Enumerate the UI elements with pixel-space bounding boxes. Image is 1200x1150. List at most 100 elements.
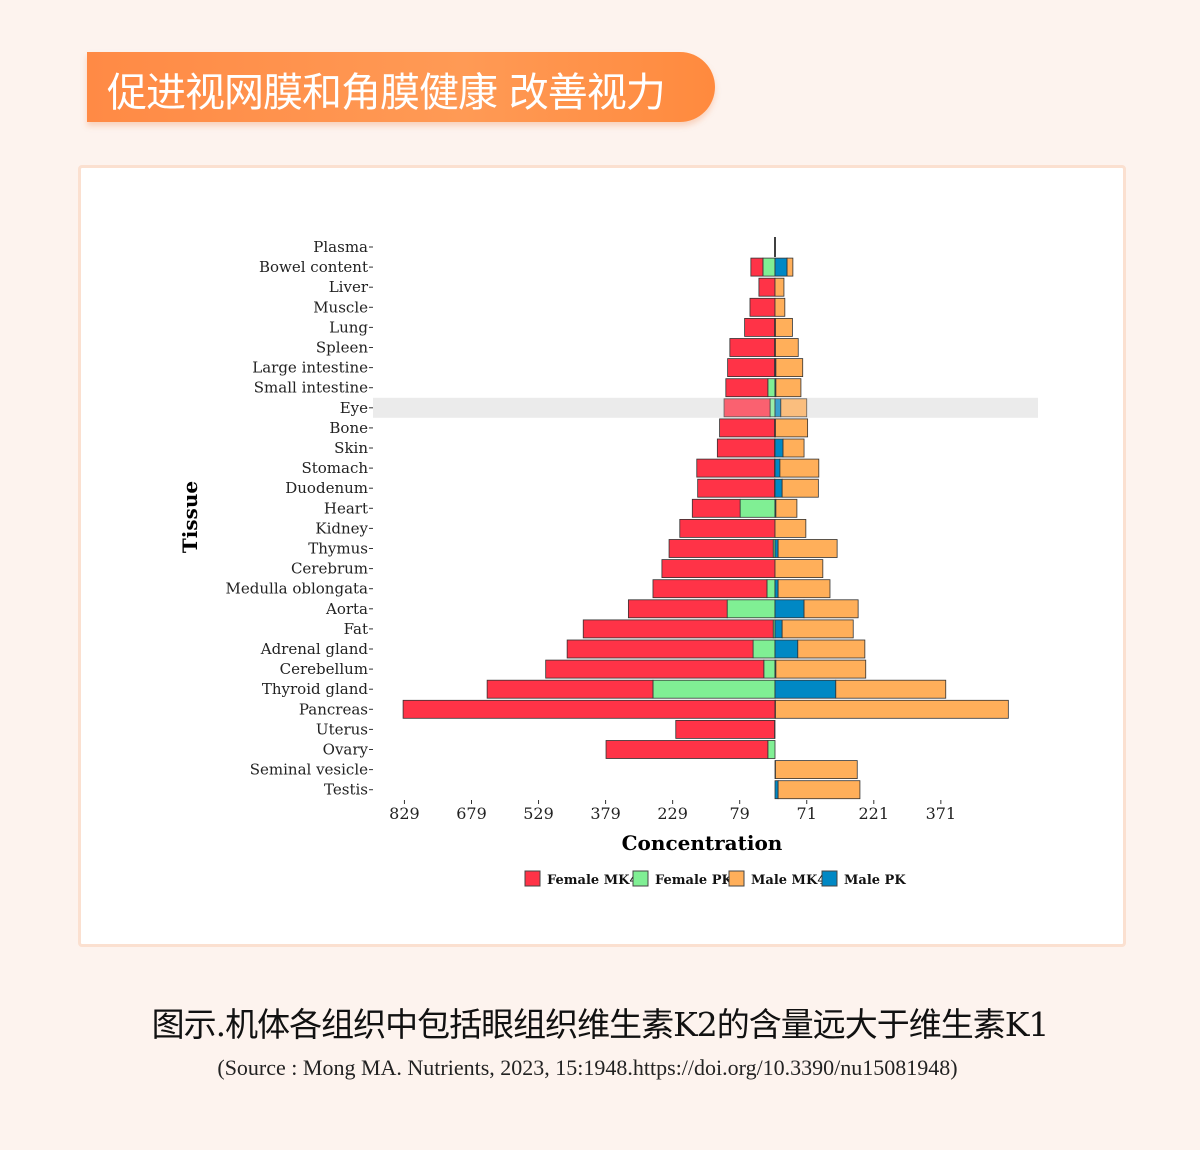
bar-male-pk bbox=[774, 539, 779, 558]
x-tick-label: 229 bbox=[657, 804, 688, 823]
tissue-label: Uterus bbox=[316, 720, 368, 738]
bar-male-mk4 bbox=[803, 599, 859, 619]
figure-caption: 图示.机体各组织中包括眼组织维生素K2的含量远大于维生素K1 bbox=[151, 1005, 1050, 1044]
bar-female-mk4 bbox=[725, 378, 769, 398]
header-title: 促进视网膜和角膜健康 改善视力 bbox=[107, 70, 666, 116]
bar-female-mk4 bbox=[750, 257, 764, 277]
bar-male-pk bbox=[774, 458, 781, 478]
bar-female-mk4 bbox=[744, 317, 775, 337]
bar-female-pk bbox=[766, 579, 776, 599]
tissue-label: Seminal vesicle bbox=[250, 761, 368, 779]
tissue-label: Muscle bbox=[313, 298, 368, 316]
bar-female-mk4 bbox=[566, 639, 754, 659]
legend-swatch bbox=[821, 870, 838, 887]
bar-male-pk bbox=[774, 639, 799, 659]
bar-female-pk bbox=[726, 599, 776, 619]
tissue-label: Cerebellum bbox=[280, 660, 368, 678]
bar-male-mk4 bbox=[775, 338, 799, 357]
bar-male-pk bbox=[774, 398, 782, 418]
bar-male-mk4 bbox=[782, 438, 805, 458]
tissue-label: Liver bbox=[329, 278, 369, 296]
x-axis-title: Concentration bbox=[622, 831, 783, 855]
bar-male-mk4 bbox=[775, 760, 858, 779]
bar-female-mk4 bbox=[723, 398, 771, 418]
tissue-label: Plasma bbox=[313, 238, 368, 256]
x-tick-label: 529 bbox=[523, 804, 554, 823]
tissue-label: Small intestine bbox=[254, 379, 368, 397]
bar-female-mk4 bbox=[697, 478, 775, 498]
bar-male-pk bbox=[774, 679, 837, 699]
bar-female-mk4 bbox=[691, 498, 741, 518]
bar-male-mk4 bbox=[775, 378, 802, 398]
figure-source: (Source : Mong MA. Nutrients, 2023, 15:1… bbox=[217, 1055, 958, 1080]
tissue-label: Stomach bbox=[301, 459, 368, 477]
bar-female-mk4 bbox=[486, 679, 654, 699]
bar-female-mk4 bbox=[605, 740, 769, 759]
tissue-label: Spleen bbox=[316, 339, 368, 357]
bar-male-pk bbox=[774, 257, 788, 277]
legend-label: Male MK4 bbox=[751, 873, 826, 888]
bar-female-mk4 bbox=[729, 338, 775, 357]
bar-male-mk4 bbox=[775, 358, 804, 378]
legend-label: Female PK bbox=[655, 873, 733, 888]
bar-female-mk4 bbox=[661, 559, 776, 578]
bar-female-mk4 bbox=[727, 358, 775, 378]
bar-male-mk4 bbox=[835, 679, 947, 699]
bar-female-mk4 bbox=[402, 699, 776, 719]
bar-female-mk4 bbox=[749, 297, 776, 317]
tissue-label: Cerebrum bbox=[291, 560, 368, 578]
bar-female-mk4 bbox=[545, 659, 765, 679]
chart-card bbox=[78, 165, 1126, 947]
tissue-label: Large intestine bbox=[252, 359, 368, 377]
tissue-label: Pancreas bbox=[299, 700, 368, 718]
tissue-label: Bowel content bbox=[259, 258, 368, 276]
bar-male-pk bbox=[774, 619, 783, 639]
bar-male-mk4 bbox=[797, 639, 866, 659]
x-tick-label: 221 bbox=[859, 804, 890, 823]
tissue-label: Thymus bbox=[308, 540, 368, 558]
tissue-label: Bone bbox=[329, 419, 368, 437]
bar-female-pk bbox=[769, 398, 776, 418]
bar-female-pk bbox=[763, 659, 776, 679]
tissue-label: Testis bbox=[324, 781, 368, 799]
bar-female-mk4 bbox=[719, 418, 775, 438]
bar-male-mk4 bbox=[786, 257, 794, 277]
bar-male-pk bbox=[774, 579, 779, 599]
tissue-label: Skin bbox=[334, 439, 368, 457]
bar-female-mk4 bbox=[627, 599, 728, 619]
bar-female-mk4 bbox=[679, 519, 776, 538]
header-banner: 促进视网膜和角膜健康 改善视力 bbox=[87, 52, 715, 122]
tissue-label: Ovary bbox=[323, 741, 369, 759]
legend-label: Male PK bbox=[844, 873, 906, 888]
tissue-label: Eye bbox=[340, 399, 368, 417]
bar-female-mk4 bbox=[675, 720, 775, 739]
bar-female-pk bbox=[767, 740, 776, 759]
bar-male-pk bbox=[774, 478, 783, 498]
tissue-label: Lung bbox=[329, 318, 368, 336]
tissue-label: Heart bbox=[324, 499, 368, 517]
bar-male-pk bbox=[774, 780, 779, 800]
legend-swatch bbox=[632, 870, 649, 887]
bar-male-mk4 bbox=[775, 659, 867, 679]
bar-male-mk4 bbox=[774, 297, 786, 317]
tissue-label: Duodenum bbox=[285, 479, 368, 497]
x-tick-label: 71 bbox=[797, 804, 817, 823]
x-tick-label: 379 bbox=[590, 804, 621, 823]
bar-female-pk bbox=[652, 679, 776, 699]
bar-male-pk bbox=[774, 599, 805, 619]
bar-female-mk4 bbox=[652, 579, 768, 599]
bar-female-pk bbox=[752, 639, 776, 659]
bar-male-mk4 bbox=[780, 398, 808, 418]
bar-male-mk4 bbox=[777, 539, 838, 558]
tissue-label: Aorta bbox=[325, 600, 368, 618]
bar-female-pk bbox=[739, 498, 776, 518]
y-axis-title: Tissue bbox=[178, 481, 202, 553]
highlight-band bbox=[373, 397, 1038, 418]
bar-male-mk4 bbox=[775, 699, 1009, 719]
tissue-label: Fat bbox=[344, 620, 368, 638]
x-tick-label: 679 bbox=[456, 804, 487, 823]
bar-male-pk bbox=[774, 438, 784, 458]
tissue-label: Adrenal gland bbox=[260, 640, 369, 658]
tissue-label: Kidney bbox=[315, 519, 368, 537]
